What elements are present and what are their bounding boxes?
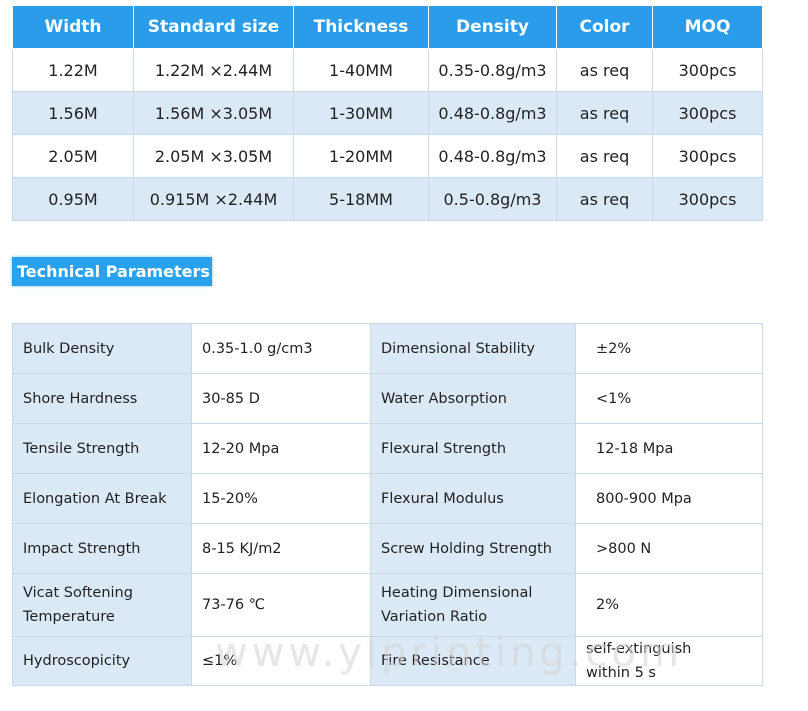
param-value: 0.35-1.0 g/cm3	[191, 323, 371, 374]
header-standard-size: Standard size	[133, 5, 294, 49]
param-label: Dimensional Stability	[370, 323, 576, 374]
param-value: self-extinguish within 5 s	[575, 636, 763, 686]
cell-thickness: 1-20MM	[293, 134, 429, 178]
cell-thickness: 1-30MM	[293, 91, 429, 135]
param-label: Water Absorption	[370, 373, 576, 424]
param-label: Tensile Strength	[12, 423, 192, 474]
param-value: 800-900 Mpa	[575, 473, 763, 524]
param-label: Elongation At Break	[12, 473, 192, 524]
cell-color: as req	[556, 177, 653, 221]
spec-table: Width Standard size Thickness Density Co…	[12, 5, 763, 221]
cell-moq: 300pcs	[652, 91, 763, 135]
cell-density: 0.5-0.8g/m3	[428, 177, 557, 221]
cell-width: 1.22M	[12, 48, 134, 92]
table-row: 1.22M 1.22M ×2.44M 1-40MM 0.35-0.8g/m3 a…	[12, 48, 763, 92]
param-value: <1%	[575, 373, 763, 424]
cell-standard-size: 0.915M ×2.44M	[133, 177, 294, 221]
param-value: 2%	[575, 573, 763, 637]
cell-thickness: 1-40MM	[293, 48, 429, 92]
cell-standard-size: 1.56M ×3.05M	[133, 91, 294, 135]
cell-width: 1.56M	[12, 91, 134, 135]
cell-moq: 300pcs	[652, 48, 763, 92]
header-moq: MOQ	[652, 5, 763, 49]
param-value: 15-20%	[191, 473, 371, 524]
table-row: 1.56M 1.56M ×3.05M 1-30MM 0.48-0.8g/m3 a…	[12, 91, 763, 135]
cell-color: as req	[556, 48, 653, 92]
table-row: Impact Strength 8-15 KJ/m2 Screw Holding…	[12, 523, 763, 574]
table-row: Shore Hardness 30-85 D Water Absorption …	[12, 373, 763, 424]
cell-width: 2.05M	[12, 134, 134, 178]
param-value: ±2%	[575, 323, 763, 374]
table-row: Elongation At Break 15-20% Flexural Modu…	[12, 473, 763, 524]
parameters-table: Bulk Density 0.35-1.0 g/cm3 Dimensional …	[12, 323, 763, 686]
cell-color: as req	[556, 134, 653, 178]
param-label: Bulk Density	[12, 323, 192, 374]
cell-density: 0.48-0.8g/m3	[428, 134, 557, 178]
param-value: ≤1%	[191, 636, 371, 686]
param-label: Flexural Modulus	[370, 473, 576, 524]
cell-moq: 300pcs	[652, 177, 763, 221]
param-label: Vicat Softening Temperature	[12, 573, 192, 637]
section-title: Technical Parameters	[12, 257, 212, 286]
header-thickness: Thickness	[293, 5, 429, 49]
spec-header-row: Width Standard size Thickness Density Co…	[12, 5, 763, 49]
table-row: 2.05M 2.05M ×3.05M 1-20MM 0.48-0.8g/m3 a…	[12, 134, 763, 178]
param-value: 73-76 ℃	[191, 573, 371, 637]
cell-thickness: 5-18MM	[293, 177, 429, 221]
param-label: Hydroscopicity	[12, 636, 192, 686]
cell-standard-size: 2.05M ×3.05M	[133, 134, 294, 178]
param-value: 8-15 KJ/m2	[191, 523, 371, 574]
cell-standard-size: 1.22M ×2.44M	[133, 48, 294, 92]
param-label: Flexural Strength	[370, 423, 576, 474]
cell-width: 0.95M	[12, 177, 134, 221]
header-density: Density	[428, 5, 557, 49]
param-label: Impact Strength	[12, 523, 192, 574]
param-value: 12-18 Mpa	[575, 423, 763, 474]
table-row: Hydroscopicity ≤1% Fire Resistance self-…	[12, 636, 763, 686]
table-row: Vicat Softening Temperature 73-76 ℃ Heat…	[12, 573, 763, 637]
header-color: Color	[556, 5, 653, 49]
table-row: Bulk Density 0.35-1.0 g/cm3 Dimensional …	[12, 323, 763, 374]
param-label: Heating Dimensional Variation Ratio	[370, 573, 576, 637]
cell-color: as req	[556, 91, 653, 135]
param-value: 30-85 D	[191, 373, 371, 424]
header-width: Width	[12, 5, 134, 49]
cell-density: 0.48-0.8g/m3	[428, 91, 557, 135]
param-label: Screw Holding Strength	[370, 523, 576, 574]
cell-density: 0.35-0.8g/m3	[428, 48, 557, 92]
param-value: >800 N	[575, 523, 763, 574]
cell-moq: 300pcs	[652, 134, 763, 178]
table-row: 0.95M 0.915M ×2.44M 5-18MM 0.5-0.8g/m3 a…	[12, 177, 763, 221]
param-label: Shore Hardness	[12, 373, 192, 424]
table-row: Tensile Strength 12-20 Mpa Flexural Stre…	[12, 423, 763, 474]
param-value: 12-20 Mpa	[191, 423, 371, 474]
param-label: Fire Resistance	[370, 636, 576, 686]
